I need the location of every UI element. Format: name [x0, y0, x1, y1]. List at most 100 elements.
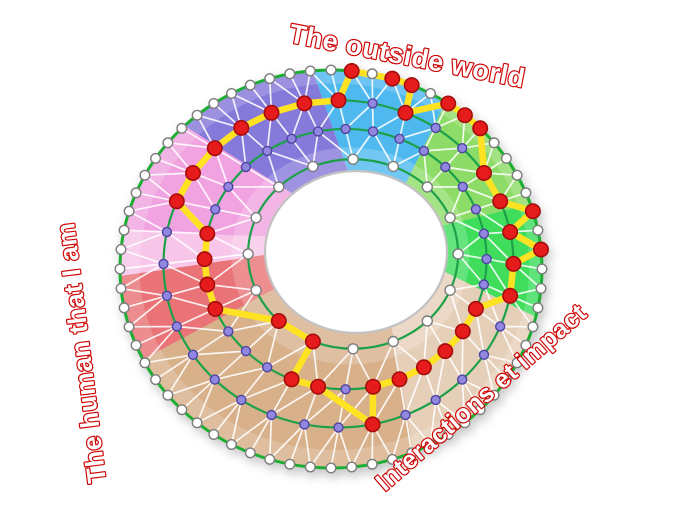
- inner-node: [347, 343, 359, 355]
- red-node: [384, 70, 401, 87]
- red-node: [304, 333, 321, 350]
- outer-node: [386, 453, 398, 465]
- red-node: [403, 77, 420, 94]
- outer-node: [264, 453, 276, 465]
- ring2-node: [266, 409, 277, 421]
- inner-node: [421, 181, 433, 193]
- outer-node: [304, 461, 316, 473]
- inner-node: [444, 284, 456, 296]
- ring3-node: [440, 161, 451, 173]
- red-node: [233, 119, 250, 136]
- red-node: [472, 120, 489, 137]
- inner-node: [242, 248, 254, 260]
- outer-node: [425, 87, 437, 99]
- red-node: [207, 300, 224, 317]
- ring3-node: [223, 181, 234, 193]
- red-node: [492, 193, 509, 210]
- ring3-node: [418, 145, 430, 157]
- red-node: [397, 104, 414, 121]
- red-node: [206, 140, 223, 157]
- outer-node: [208, 97, 220, 109]
- outer-node: [130, 339, 142, 351]
- outer-node: [366, 458, 378, 470]
- outer-node: [244, 79, 256, 91]
- outer-node: [225, 439, 237, 451]
- red-node: [168, 193, 185, 210]
- ring3-node: [340, 384, 351, 395]
- red-node: [199, 225, 216, 242]
- mesh-lines: [119, 69, 543, 469]
- outer-node: [284, 458, 296, 470]
- outer-node: [115, 243, 127, 255]
- inner-node: [347, 153, 359, 165]
- outer-node: [366, 68, 378, 80]
- red-node: [532, 241, 549, 258]
- hole: [263, 169, 449, 335]
- red-node: [415, 359, 432, 376]
- outer-node: [123, 205, 135, 217]
- red-node: [365, 378, 382, 395]
- outer-node: [208, 429, 220, 441]
- outer-node: [225, 87, 237, 99]
- inner-node: [387, 160, 399, 173]
- ring2-node: [236, 394, 247, 406]
- ring2-node: [187, 349, 199, 360]
- outer-node: [532, 224, 544, 236]
- donut-wheel: [114, 62, 549, 474]
- red-node: [454, 323, 471, 340]
- outer-node: [520, 187, 532, 199]
- outer-node: [139, 169, 151, 181]
- outer-node: [191, 417, 203, 429]
- inner-node: [452, 248, 464, 260]
- ring2-node: [158, 258, 169, 270]
- ring3-node: [470, 204, 482, 215]
- ring2-node: [495, 321, 506, 332]
- outer-node: [162, 137, 174, 149]
- ring3-node: [481, 253, 492, 265]
- red-node: [270, 312, 287, 329]
- ring3-node: [240, 345, 252, 357]
- ring3-node: [394, 133, 405, 145]
- red-node: [505, 255, 522, 272]
- outer-node: [406, 447, 418, 459]
- ring2-node: [171, 321, 183, 332]
- ring2-node: [161, 290, 173, 301]
- outer-node: [346, 461, 358, 473]
- outer-node: [536, 263, 548, 275]
- ring3-node: [312, 126, 324, 137]
- red-node: [185, 165, 202, 182]
- outer-node: [191, 109, 203, 121]
- outer-node: [488, 389, 500, 401]
- red-node: [283, 371, 300, 388]
- outer-node: [123, 321, 135, 333]
- outer-node: [488, 137, 500, 149]
- ring3-node: [340, 123, 351, 135]
- red-node: [524, 203, 541, 220]
- red-node: [456, 107, 473, 124]
- red-node: [502, 287, 519, 304]
- ring3-node: [262, 145, 273, 157]
- outer-node: [325, 64, 337, 76]
- outer-node: [176, 122, 188, 134]
- red-node: [296, 95, 313, 112]
- outer-node: [162, 389, 174, 401]
- outer-node: [150, 374, 162, 386]
- inner-node: [250, 284, 262, 296]
- red-node: [502, 224, 519, 241]
- ring2-node: [333, 422, 344, 433]
- ring3-node: [478, 279, 490, 290]
- outer-node: [118, 224, 130, 236]
- outer-node: [500, 374, 512, 386]
- inner-light-band: [231, 147, 470, 365]
- outer-node: [130, 187, 142, 199]
- outer-node: [176, 404, 188, 416]
- inner-node: [307, 160, 319, 173]
- ring2-node: [430, 122, 441, 134]
- ring3-node: [262, 362, 273, 373]
- red-node: [343, 62, 360, 79]
- outer-node: [139, 357, 151, 369]
- ring3-node: [478, 228, 490, 239]
- ring3-node: [457, 181, 468, 193]
- red-node: [330, 92, 347, 109]
